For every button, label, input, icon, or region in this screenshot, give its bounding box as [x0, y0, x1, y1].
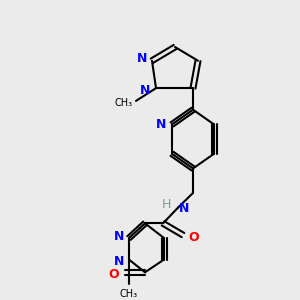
Text: H: H [161, 198, 171, 211]
Text: O: O [108, 268, 119, 281]
Text: N: N [179, 202, 189, 215]
Text: N: N [114, 255, 124, 268]
Text: N: N [114, 230, 124, 243]
Text: N: N [140, 84, 150, 97]
Text: CH₃: CH₃ [115, 98, 133, 108]
Text: N: N [156, 118, 166, 131]
Text: N: N [136, 52, 147, 65]
Text: O: O [188, 230, 199, 244]
Text: CH₃: CH₃ [120, 289, 138, 299]
